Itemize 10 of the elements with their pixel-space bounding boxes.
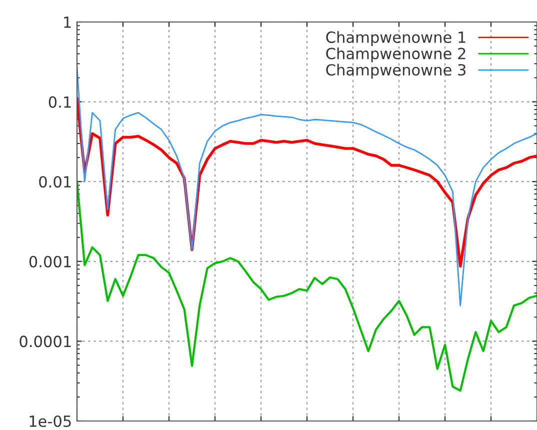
y-tick-label: 0.0001 bbox=[20, 336, 71, 348]
legend-label: Champwenowne 1 bbox=[326, 31, 466, 46]
y-tick-label: 0.001 bbox=[29, 256, 71, 268]
y-tick-label: 1e-05 bbox=[30, 415, 71, 428]
legend-label: Champwenowne 2 bbox=[326, 47, 466, 62]
y-tick-label: 0.01 bbox=[39, 176, 71, 188]
legend-label: Champwenowne 3 bbox=[326, 64, 466, 79]
y-tick-label: 0.1 bbox=[48, 96, 71, 108]
y-tick-label: 1 bbox=[64, 16, 71, 28]
line-series bbox=[77, 180, 537, 392]
